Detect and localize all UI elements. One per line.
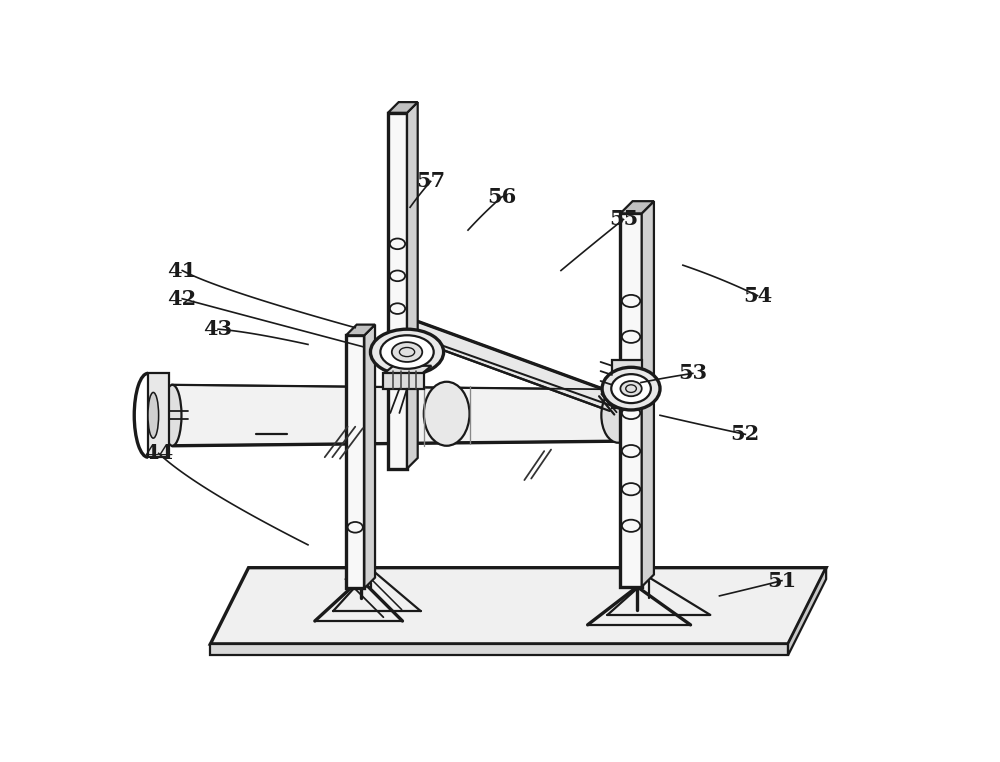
Polygon shape	[384, 366, 431, 373]
Ellipse shape	[370, 329, 444, 375]
Polygon shape	[346, 325, 375, 335]
Polygon shape	[388, 113, 407, 469]
Text: 43: 43	[203, 319, 233, 339]
Polygon shape	[407, 102, 418, 469]
Ellipse shape	[620, 381, 642, 396]
Ellipse shape	[148, 392, 159, 438]
Ellipse shape	[424, 382, 470, 446]
Polygon shape	[364, 325, 375, 588]
Ellipse shape	[163, 385, 181, 446]
Polygon shape	[620, 201, 654, 213]
Polygon shape	[788, 568, 826, 655]
Polygon shape	[346, 335, 364, 588]
Polygon shape	[172, 385, 618, 446]
Ellipse shape	[380, 335, 434, 369]
Text: 55: 55	[609, 210, 638, 229]
Text: 57: 57	[416, 171, 445, 191]
Polygon shape	[620, 213, 642, 587]
Ellipse shape	[611, 374, 651, 403]
Ellipse shape	[601, 388, 635, 443]
Ellipse shape	[392, 342, 422, 362]
Text: 52: 52	[731, 424, 760, 444]
Text: 56: 56	[488, 187, 517, 207]
Polygon shape	[612, 360, 642, 408]
Polygon shape	[148, 373, 169, 457]
Ellipse shape	[602, 367, 660, 410]
Polygon shape	[388, 102, 418, 113]
Text: 53: 53	[678, 363, 707, 383]
Polygon shape	[642, 201, 654, 587]
Polygon shape	[210, 644, 788, 655]
Polygon shape	[383, 373, 424, 389]
Text: 42: 42	[168, 289, 197, 309]
Text: 41: 41	[168, 261, 197, 280]
Text: 44: 44	[144, 443, 173, 463]
Polygon shape	[409, 321, 616, 411]
Polygon shape	[210, 568, 826, 644]
Text: 51: 51	[767, 571, 797, 591]
Text: 54: 54	[743, 286, 772, 306]
